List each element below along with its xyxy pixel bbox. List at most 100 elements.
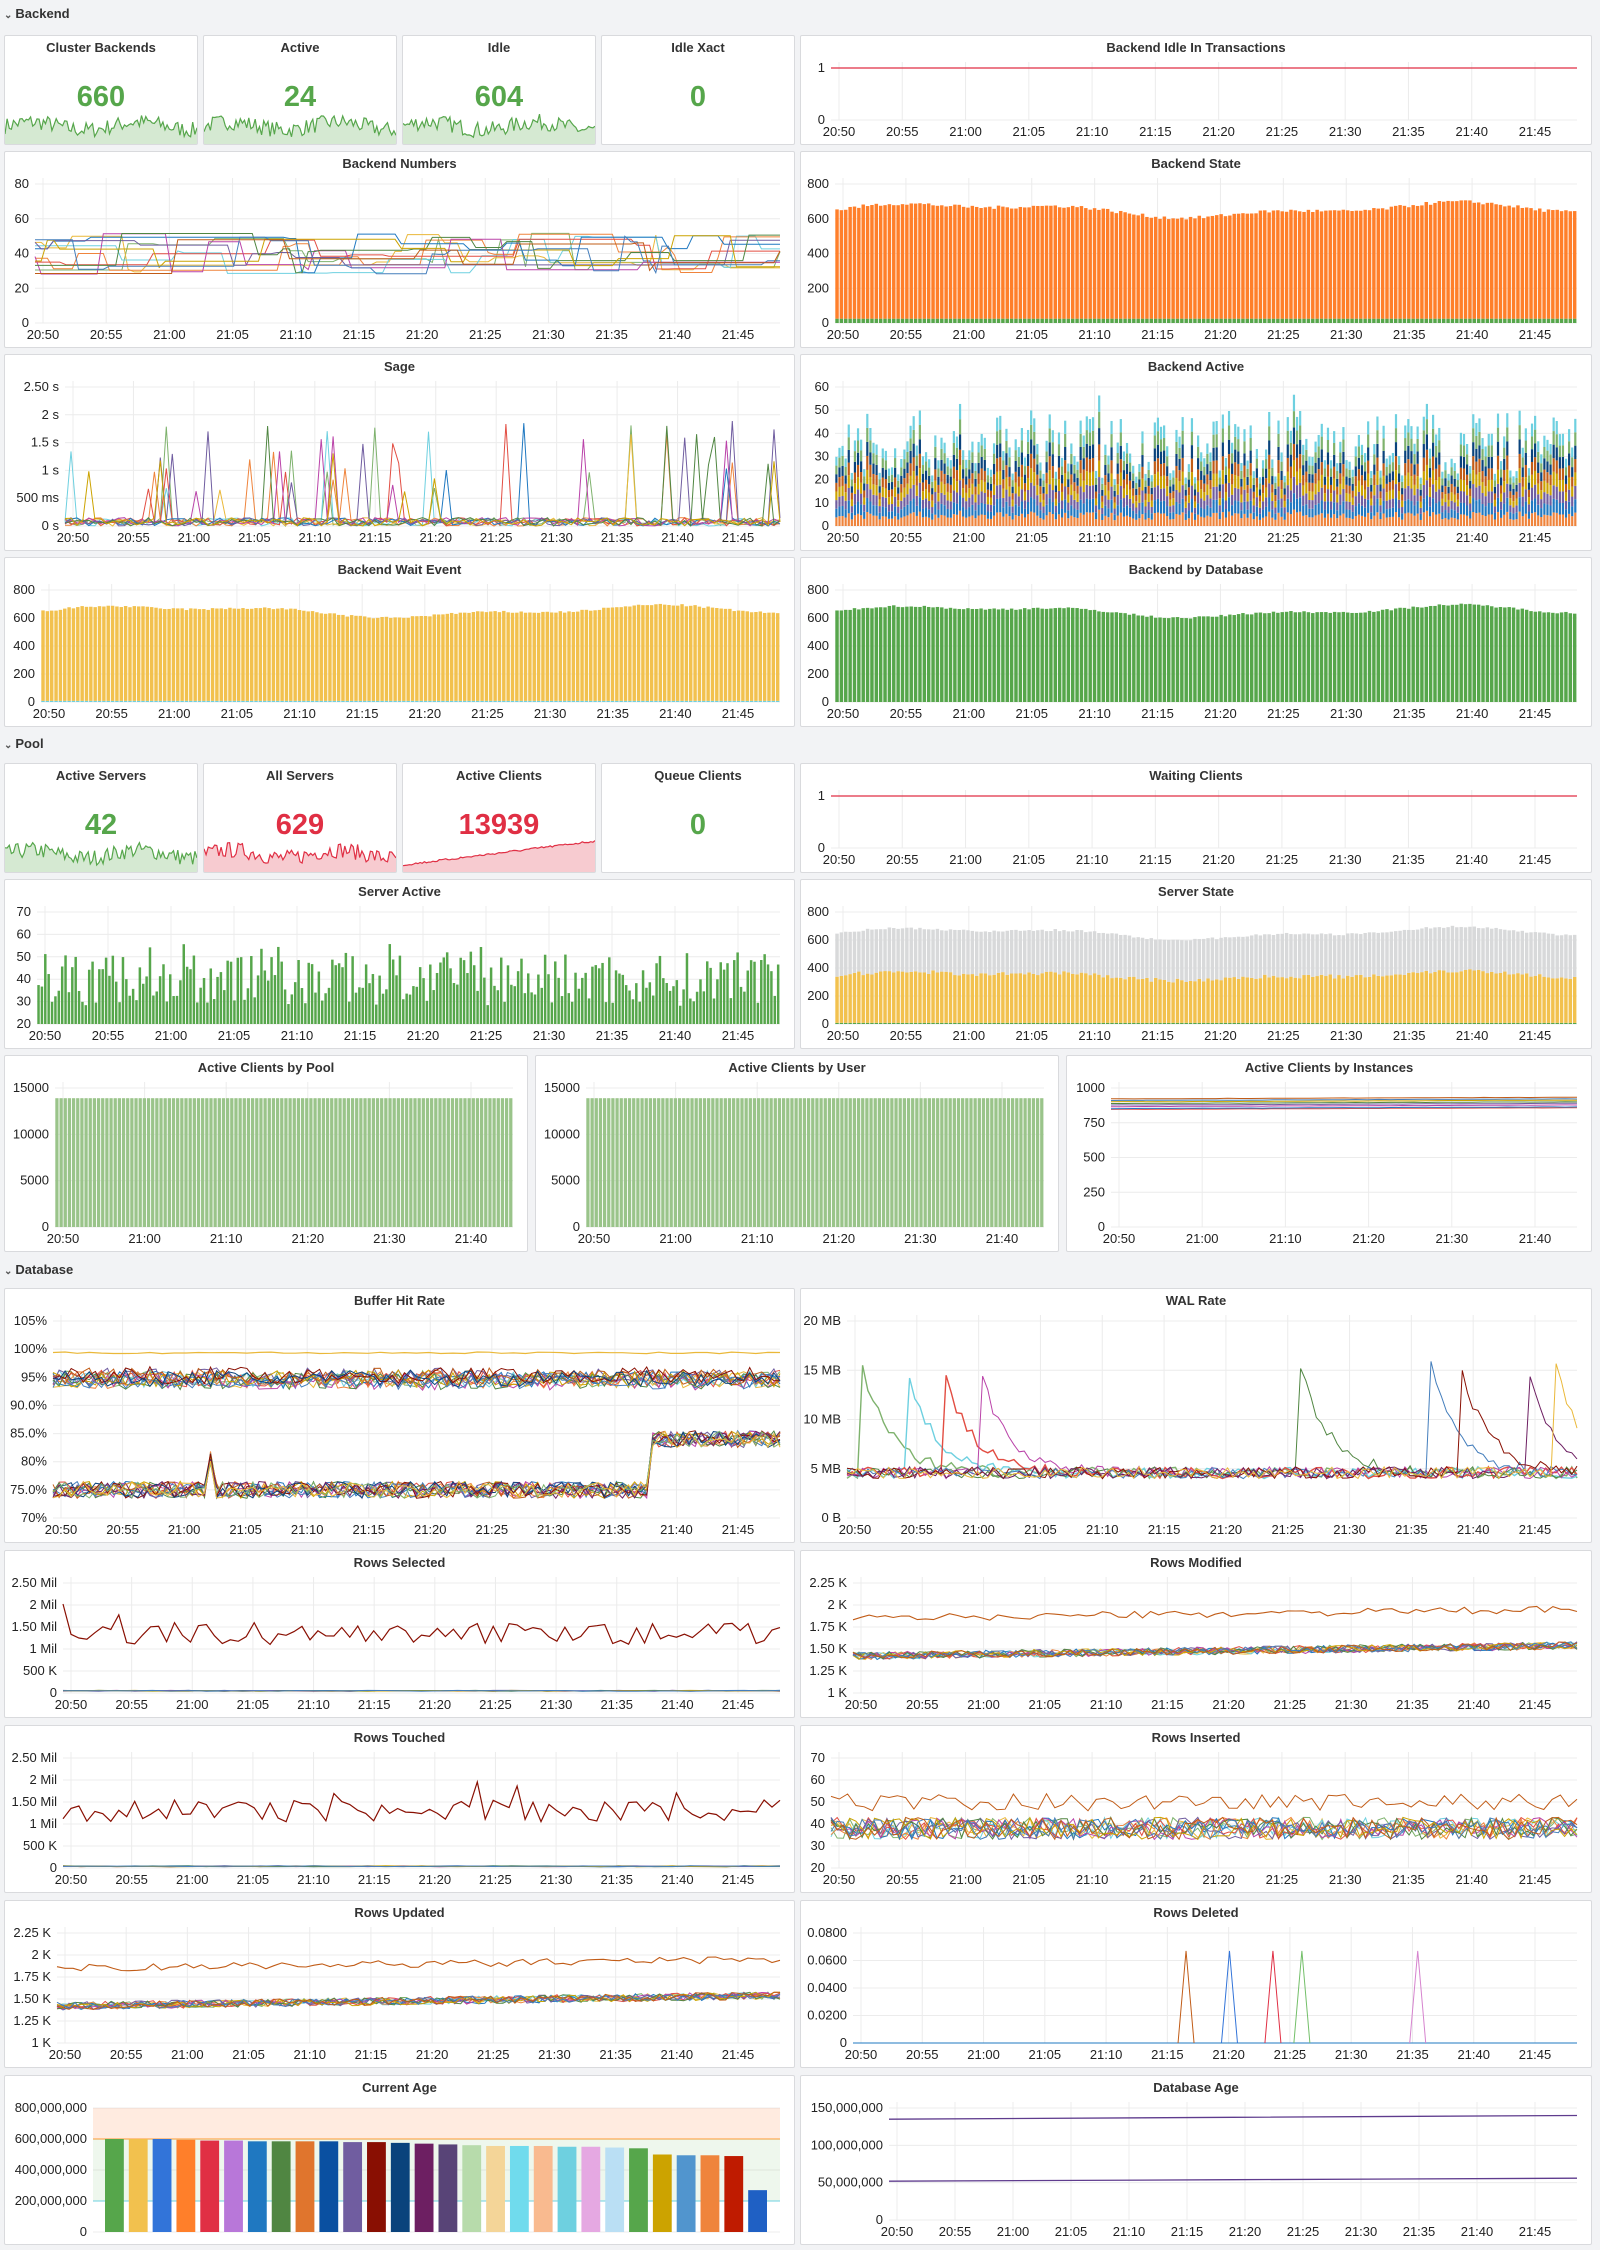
bar [570,1001,574,1024]
panel-buffer-hit-rate[interactable]: Buffer Hit Rate 70% 75.0% 80% 85.0% 90.0% 95% 1… [4,1288,795,1543]
panel-backend-state[interactable]: Backend State 0 200 400 600 800 20:50 20:55 21:0… [800,151,1592,348]
x-tick-label: 21:15 [1151,2047,1184,2062]
bar [896,971,900,1023]
panel-backend-by-database[interactable]: Backend by Database 0 200 400 600 800 20:50 20:… [800,557,1592,727]
bar [624,985,628,1024]
panel-backend-active[interactable]: Backend Active 0 10 20 30 40 50 60 20:50 20:55 21:… [800,354,1592,551]
bar [256,975,260,1024]
bar [1141,490,1144,503]
stat-panel-cluster-backends[interactable]: Cluster Backends 660 [4,35,198,145]
bar [1447,519,1450,526]
bar [1476,604,1481,702]
bar [1354,933,1359,976]
bar [839,975,844,1023]
bar [931,507,934,514]
bar [64,955,67,1024]
bar [1559,211,1564,319]
bar [1231,505,1234,516]
bar [254,608,258,701]
bar [121,1098,126,1227]
bar [1193,617,1197,702]
stat-panel-queue-clients[interactable]: Queue Clients 0 [601,763,795,873]
bar [611,1002,614,1024]
stat-panel-active[interactable]: Active 24 [203,35,397,145]
bar [658,700,663,702]
bar [1411,1022,1415,1024]
x-tick-label: 21:40 [660,1522,693,1537]
bar [87,969,91,1024]
bar [1255,497,1258,507]
bar [519,700,523,702]
bar [1280,977,1284,1023]
panel-backend-numbers[interactable]: Backend Numbers 0 20 40 60 80 20:50 20:55 21:00 2… [4,151,795,348]
bar [940,607,944,702]
bar [1187,487,1190,496]
panel-rows-deleted[interactable]: Rows Deleted 0 0.0200 0.0400 0.0600 0.0800 20:… [800,1900,1592,2068]
bar [913,606,918,702]
bar [1450,458,1453,468]
series-line [1110,1099,1578,1103]
panel-server-active[interactable]: Server Active 20 30 40 50 60 70 20:50 20:55 21:00… [4,879,795,1049]
bar [1462,468,1466,480]
panel-rows-inserted[interactable]: Rows Inserted 20 30 40 50 60 70 20:50 20:55 21:00… [800,1725,1592,1893]
stat-panel-active-servers[interactable]: Active Servers 42 [4,763,198,873]
bar [949,484,952,494]
y-tick-label: 2.25 K [809,1575,847,1590]
bar [1481,504,1484,516]
panel-active-clients-by-pool[interactable]: Active Clients by Pool 0 5000 10000 15000 20:… [4,1055,528,1252]
bar [1070,318,1075,323]
bar [662,700,667,702]
panel-backend-wait-event[interactable]: Backend Wait Event 0 200 400 600 800 20:50 20:5… [4,557,795,727]
bar [155,991,158,1024]
bar [1459,603,1463,702]
bar [1540,508,1543,518]
panel-backend-idle-in-transactions[interactable]: Backend Idle In Transactions 0 1 20:50 20:55… [800,35,1592,145]
bar [1144,499,1147,507]
bar [629,2148,648,2232]
stat-panel-all-servers[interactable]: All Servers 629 [203,763,397,873]
panel-database-age[interactable]: Database Age 0 50,000,000 100,000,000 150,00… [800,2075,1592,2245]
stat-panel-idle-xact[interactable]: Idle Xact 0 [601,35,795,145]
bar [1184,519,1187,526]
bar [321,1098,326,1227]
bar [271,2141,291,2232]
spike [1220,1950,1238,2044]
bar [1332,978,1337,1023]
bar [1026,513,1030,526]
y-tick-label: 10 [815,495,829,510]
bar [1305,493,1308,505]
bar [935,1022,940,1024]
bar [158,700,163,702]
stat-panel-idle[interactable]: Idle 604 [402,35,596,145]
bar [520,958,523,1024]
panel-active-clients-by-instances[interactable]: Active Clients by Instances 0 250 500 750 100… [1066,1055,1592,1252]
sparkline [204,842,396,872]
row-header-pool[interactable]: ⌄ Pool [4,734,44,754]
bar [284,700,289,702]
bar [1500,485,1503,494]
bar [1413,495,1416,506]
row-header-database[interactable]: ⌄ Database [4,1260,73,1280]
panel-active-clients-by-user[interactable]: Active Clients by User 0 5000 10000 15000 20:… [535,1055,1059,1252]
row-header-backend[interactable]: ⌄ Backend [4,4,70,24]
bar [1005,1022,1009,1024]
bar [1286,430,1289,445]
stat-panel-active-clients[interactable]: Active Clients 13939 [402,763,596,873]
bar [233,1000,236,1024]
panel-server-state[interactable]: Server State 0 200 400 600 800 20:50 20:55 21:00… [800,879,1592,1049]
bar [1490,502,1493,515]
panel-waiting-clients[interactable]: Waiting Clients 0 1 20:50 20:55 21:00 21:05 21:… [800,763,1592,873]
bar [1284,318,1289,323]
bar [462,2145,482,2232]
bar [844,1098,848,1227]
bar [1020,428,1023,441]
bar [839,932,844,976]
panel-current-age[interactable]: Current Age 0 200,000,000 400,000,000 600,00… [4,2075,795,2245]
bar [388,944,392,1024]
